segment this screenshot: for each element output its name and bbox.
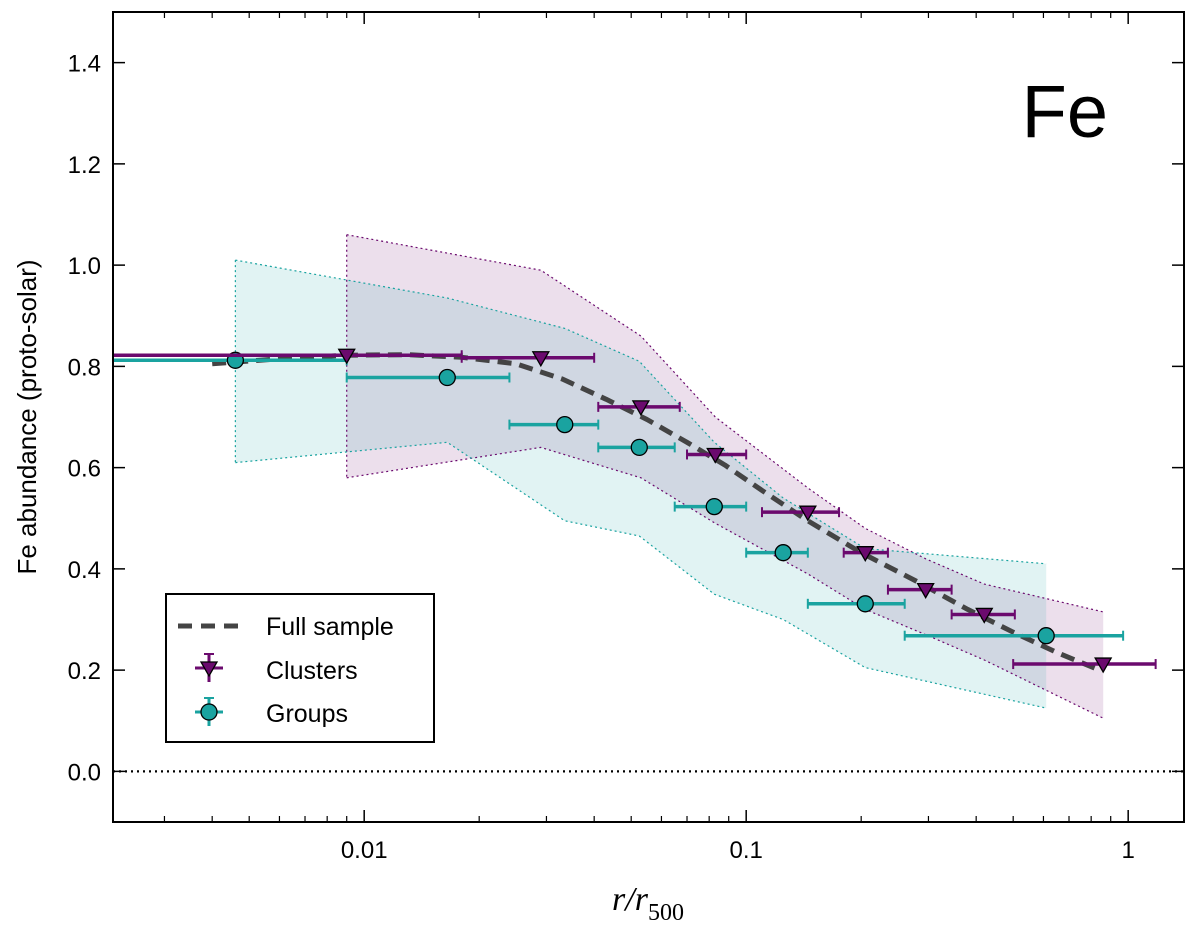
clusters-marker-8 <box>1094 657 1113 674</box>
clusters-marker-0 <box>337 348 356 365</box>
clusters-point-5 <box>842 546 889 562</box>
clusters-point-7 <box>950 607 1016 624</box>
plot-frame <box>112 11 1185 823</box>
groups-point-1 <box>345 368 511 387</box>
groups-point-2 <box>508 415 600 434</box>
y-tick-label-6: 1.2 <box>68 152 101 179</box>
y-tick-label-3: 0.6 <box>68 456 101 483</box>
x-axis-label-main: r/r <box>612 881 649 918</box>
legend-clusters-swatch <box>195 653 223 682</box>
groups-point-5 <box>745 544 809 562</box>
x-tick-label-1: 0.1 <box>729 837 762 864</box>
full-sample-curve <box>212 352 1101 673</box>
x-tick-label-0: 0.01 <box>341 837 388 864</box>
legend-groups-label: Groups <box>266 700 348 728</box>
groups-marker-5 <box>774 544 792 562</box>
clusters-point-6 <box>886 582 953 599</box>
groups-point-4 <box>673 497 748 516</box>
y-tick-label-1: 0.2 <box>68 658 101 685</box>
clusters-marker-5 <box>856 546 875 562</box>
clusters-marker-1 <box>531 351 550 368</box>
legend-clusters-marker <box>199 661 219 678</box>
clusters-marker-3 <box>706 447 725 464</box>
groups-point-6 <box>806 595 906 613</box>
legend-groups-marker <box>200 703 218 721</box>
clusters-marker-7 <box>975 607 994 624</box>
clusters-band-lower <box>346 446 1104 719</box>
groups-point-7 <box>903 627 1125 645</box>
clusters-marker-6 <box>916 582 935 599</box>
groups-band-lower <box>235 441 1047 709</box>
data-points <box>113 348 1157 674</box>
full-sample-line <box>212 352 1101 673</box>
clusters-marker-2 <box>631 400 650 417</box>
y-axis-label: Fe abundance (proto-solar) <box>12 259 42 574</box>
clusters-point-8 <box>1012 657 1157 674</box>
element-annotation: Fe <box>1022 70 1108 153</box>
x-tick-label-2: 1 <box>1122 837 1135 864</box>
legend: Full sample Clusters Groups <box>165 593 435 743</box>
clusters-marker-4 <box>798 505 817 522</box>
y-tick-label-4: 0.8 <box>68 354 101 381</box>
groups-marker-3 <box>630 438 648 457</box>
groups-marker-7 <box>1037 627 1055 645</box>
groups-marker-6 <box>856 595 874 613</box>
groups-band-upper <box>235 259 1047 565</box>
clusters-point-3 <box>686 447 748 464</box>
clusters-point-2 <box>597 400 681 417</box>
clusters-point-4 <box>760 505 841 522</box>
legend-clusters-label: Clusters <box>266 657 358 685</box>
x-axis-label: r/r500 <box>612 881 684 926</box>
groups-marker-2 <box>556 415 574 434</box>
groups-point-3 <box>597 438 676 457</box>
y-tick-label-5: 1.0 <box>68 253 101 280</box>
y-tick-label-7: 1.4 <box>68 51 101 78</box>
y-tick-label-2: 0.4 <box>68 557 101 584</box>
groups-marker-4 <box>705 497 723 516</box>
legend-groups-swatch <box>195 697 223 726</box>
y-tick-label-0: 0.0 <box>68 759 101 786</box>
clusters-point-1 <box>460 351 596 368</box>
x-axis-label-subscript: 500 <box>648 900 684 926</box>
legend-full-sample-label: Full sample <box>266 613 394 641</box>
axes: 0.01 0.1 1 0.0 0.2 0.4 0.6 0.8 1.0 1.2 1.4 <box>68 12 1184 864</box>
groups-marker-1 <box>438 368 456 387</box>
